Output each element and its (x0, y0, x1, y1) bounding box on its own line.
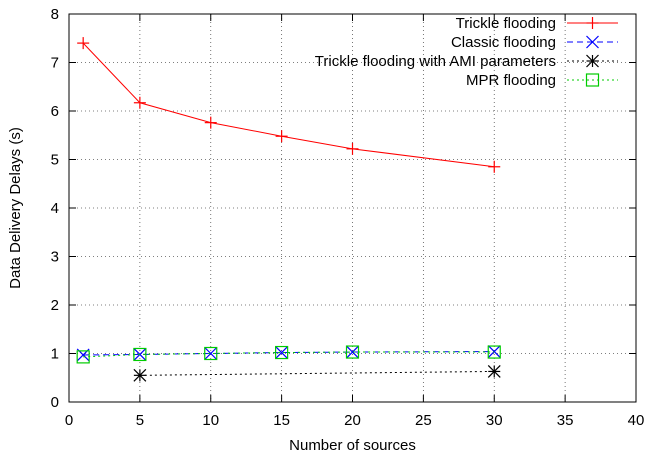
legend-item: Trickle flooding (456, 15, 618, 32)
data-point (133, 347, 147, 362)
legend-marker (586, 54, 599, 68)
x-tick-label: 20 (344, 412, 361, 429)
data-point (133, 96, 146, 109)
data-point (275, 130, 288, 143)
data-point (204, 116, 217, 129)
data-point (275, 346, 289, 359)
y-tick-label: 6 (51, 103, 59, 120)
legend-label: Classic flooding (451, 34, 556, 51)
data-point (133, 368, 147, 382)
y-tick-label: 4 (51, 200, 59, 217)
y-tick-label: 5 (51, 152, 59, 169)
x-tick-label: 5 (136, 412, 144, 429)
legend: Trickle flooding Classic flooding Trickle … (315, 15, 618, 89)
legend-label: Trickle flooding (456, 15, 556, 32)
series-1 (77, 37, 501, 173)
y-axis-title: Data Delivery Delays (s) (7, 127, 24, 289)
x-tick-label: 30 (486, 412, 503, 429)
data-point (76, 350, 90, 364)
data-point (487, 345, 501, 359)
data-point (345, 345, 360, 359)
y-tick-label: 7 (51, 55, 59, 72)
data-point (204, 347, 218, 360)
y-tick-label: 0 (51, 394, 59, 411)
y-tick-label: 8 (51, 6, 59, 23)
axis-ticks: 0 5 10 15 20 25 30 35 40 0 1 2 3 4 5 6 7 8 (51, 6, 645, 429)
x-tick-label: 25 (415, 412, 432, 429)
legend-marker (586, 17, 599, 29)
x-axis-title: Number of sources (289, 437, 416, 454)
legend-item: Trickle flooding with AMI parameters (315, 53, 618, 70)
series-line (83, 351, 495, 358)
data-point (487, 365, 501, 378)
data-point (77, 37, 90, 50)
data-point (346, 142, 359, 155)
data-point (488, 160, 501, 173)
legend-label: MPR flooding (466, 72, 556, 89)
series-line (82, 42, 495, 168)
series-4 (76, 345, 501, 364)
y-tick-label: 3 (51, 249, 59, 266)
series-2 (76, 345, 501, 362)
series-3 (133, 365, 501, 382)
legend-item: Classic flooding (451, 34, 618, 51)
x-tick-label: 10 (202, 412, 219, 429)
legend-item: MPR flooding (466, 72, 618, 89)
x-tick-label: 15 (273, 412, 290, 429)
series-line (83, 351, 495, 356)
legend-marker (586, 35, 599, 49)
x-tick-label: 0 (65, 412, 73, 429)
data-point (275, 345, 289, 360)
x-tick-label: 40 (628, 412, 645, 429)
grid-lines (69, 14, 636, 402)
y-tick-label: 1 (51, 346, 59, 363)
data-point (346, 345, 359, 359)
data-point (204, 346, 218, 361)
x-tick-label: 35 (557, 412, 574, 429)
series-layer (76, 37, 501, 382)
legend-marker (585, 73, 600, 87)
series-line (139, 370, 495, 376)
legend-label: Trickle flooding with AMI parameters (315, 53, 556, 70)
y-tick-label: 2 (51, 297, 59, 314)
